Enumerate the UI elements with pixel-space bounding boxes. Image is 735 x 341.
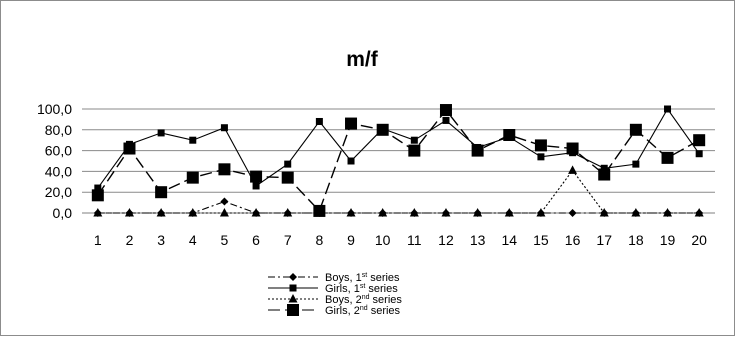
data-point bbox=[316, 118, 323, 125]
y-tick-label: 0,0 bbox=[53, 205, 73, 221]
data-point bbox=[187, 172, 199, 184]
data-point bbox=[506, 134, 513, 141]
data-point bbox=[601, 165, 608, 172]
data-point bbox=[253, 182, 260, 189]
data-point bbox=[94, 185, 101, 192]
data-point bbox=[411, 137, 418, 144]
x-tick-label: 15 bbox=[533, 232, 549, 248]
x-tick-label: 20 bbox=[691, 232, 707, 248]
x-tick-label: 5 bbox=[221, 232, 229, 248]
data-point bbox=[348, 158, 355, 165]
x-tick-label: 14 bbox=[501, 232, 517, 248]
legend-entry: Girls, 2nd series bbox=[268, 304, 401, 317]
data-point bbox=[250, 171, 262, 183]
data-point bbox=[440, 104, 452, 116]
data-point bbox=[664, 106, 671, 113]
y-tick-label: 20,0 bbox=[45, 184, 72, 200]
data-point bbox=[218, 163, 230, 175]
data-point bbox=[158, 129, 165, 136]
data-point bbox=[345, 118, 357, 130]
y-tick-label: 100,0 bbox=[37, 101, 72, 117]
data-point bbox=[379, 125, 386, 132]
x-tick-label: 13 bbox=[470, 232, 486, 248]
x-tick-label: 1 bbox=[94, 232, 102, 248]
data-point bbox=[284, 161, 291, 168]
x-tick-label: 12 bbox=[438, 232, 454, 248]
chart-title: m/f bbox=[346, 48, 379, 71]
data-point bbox=[126, 141, 133, 148]
data-point bbox=[662, 152, 674, 164]
data-point bbox=[474, 144, 481, 151]
x-tick-label: 7 bbox=[284, 232, 292, 248]
x-tick-label: 2 bbox=[126, 232, 134, 248]
data-point bbox=[189, 137, 196, 144]
data-point bbox=[282, 172, 294, 184]
x-tick-label: 6 bbox=[252, 232, 260, 248]
y-tick-label: 80,0 bbox=[45, 122, 72, 138]
data-point bbox=[630, 124, 642, 136]
data-point bbox=[693, 134, 705, 146]
data-point bbox=[221, 124, 228, 131]
data-point bbox=[535, 139, 547, 151]
data-point bbox=[696, 150, 703, 157]
y-tick-label: 40,0 bbox=[45, 163, 72, 179]
data-point bbox=[442, 117, 449, 124]
x-tick-label: 10 bbox=[375, 232, 391, 248]
x-tick-label: 18 bbox=[628, 232, 644, 248]
x-tick-label: 11 bbox=[407, 232, 422, 248]
legend-marker bbox=[287, 304, 299, 316]
x-tick-label: 3 bbox=[157, 232, 165, 248]
x-tick-label: 19 bbox=[660, 232, 676, 248]
x-tick-label: 8 bbox=[315, 232, 323, 248]
y-tick-label: 60,0 bbox=[45, 143, 72, 159]
data-point bbox=[537, 153, 544, 160]
x-tick-label: 16 bbox=[565, 232, 581, 248]
x-tick-label: 4 bbox=[189, 232, 197, 248]
data-point bbox=[569, 149, 576, 156]
data-point bbox=[408, 145, 420, 157]
legend-marker bbox=[290, 285, 297, 292]
data-point bbox=[632, 161, 639, 168]
data-point bbox=[155, 186, 167, 198]
x-tick-label: 17 bbox=[596, 232, 612, 248]
x-tick-label: 9 bbox=[347, 232, 355, 248]
